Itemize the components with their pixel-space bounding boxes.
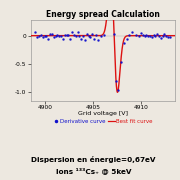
Text: Dispersion en énergie=0,67eV: Dispersion en énergie=0,67eV xyxy=(31,156,156,163)
Text: Ions ¹³³Cs₊ @ 5keV: Ions ¹³³Cs₊ @ 5keV xyxy=(56,167,131,174)
X-axis label: Grid voltage [V]: Grid voltage [V] xyxy=(78,111,128,116)
Legend: Derivative curve, Best fit curve: Derivative curve, Best fit curve xyxy=(53,119,152,124)
Title: Energy spread Calculation: Energy spread Calculation xyxy=(46,10,159,19)
